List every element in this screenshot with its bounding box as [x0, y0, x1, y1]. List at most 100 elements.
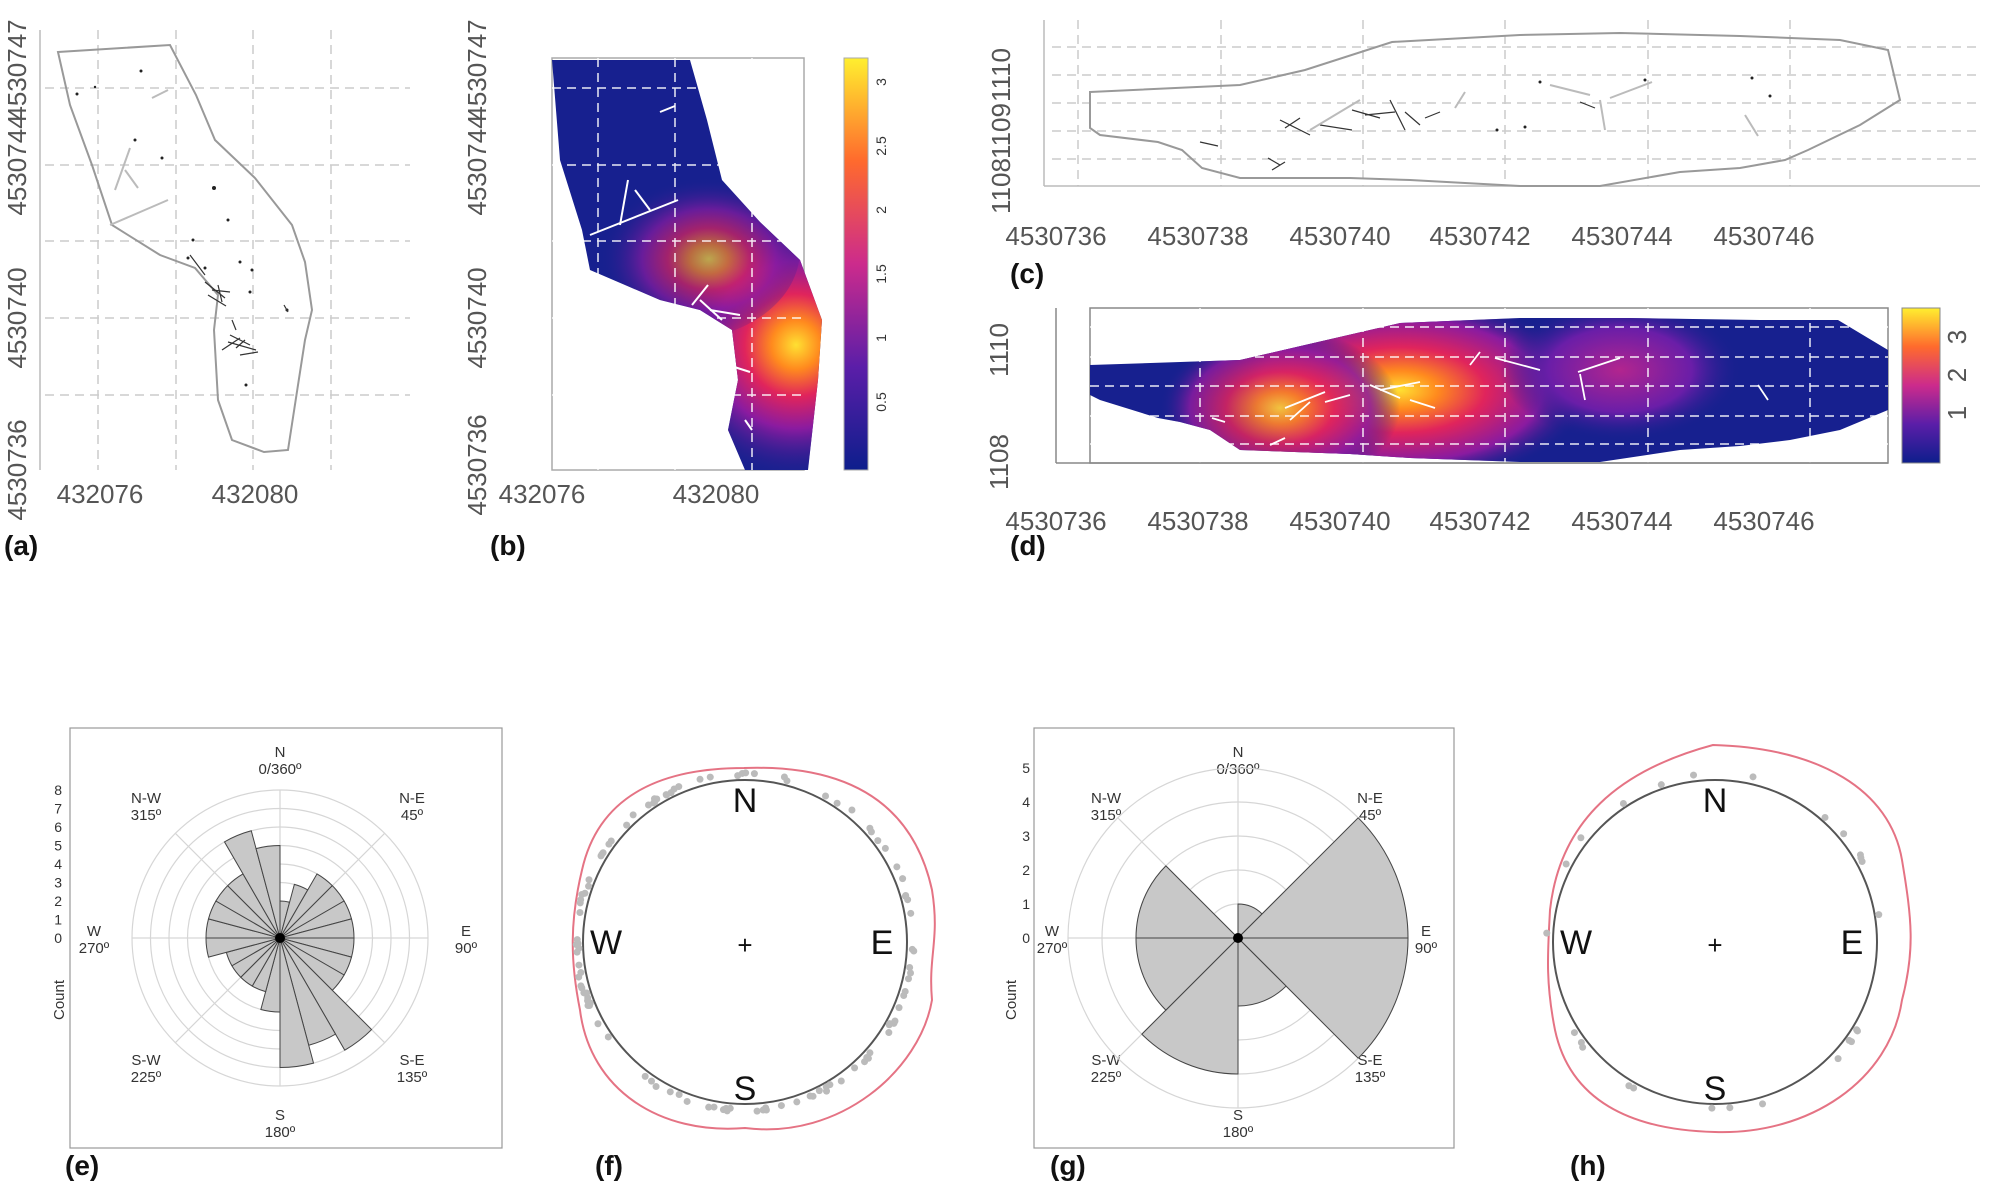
- c-xtick: 4530744: [1571, 221, 1672, 251]
- g-rose-petal: [1236, 937, 1409, 1059]
- g-rose-center: [1233, 933, 1243, 943]
- f-obs-dot: [907, 969, 915, 977]
- g-dir-n: N: [1233, 744, 1244, 761]
- h-obs-dot: [1625, 1082, 1633, 1090]
- f-obs-dot: [753, 1107, 761, 1115]
- f-obs-dot: [848, 806, 856, 814]
- f-obs-dot: [577, 982, 585, 990]
- f-obs-dot: [837, 1077, 845, 1085]
- b-ytick: 4530740: [462, 267, 492, 368]
- f-obs-dot: [644, 801, 652, 809]
- e-radial-tick: 0: [54, 930, 62, 946]
- panel-label-a: (a): [4, 530, 39, 561]
- f-obs-dot: [578, 891, 586, 899]
- g-radial-tick: 1: [1022, 896, 1030, 912]
- e-radial-tick: 5: [54, 838, 62, 854]
- b-ytick: 4530744: [462, 114, 492, 215]
- g-dir-e: E: [1421, 923, 1431, 940]
- h-obs-dot: [1875, 911, 1883, 919]
- h-west: W: [1560, 924, 1592, 962]
- panel-e: N 0/360º N-E 45º E 90º S-E 135º S 180º S…: [0, 710, 520, 1198]
- f-obs-dot: [793, 1098, 801, 1106]
- f-obs-dot: [906, 963, 914, 971]
- b-cbar-tick: 2.5: [873, 136, 889, 156]
- a-xtick: 432080: [212, 479, 299, 509]
- b-cbar-tick: 3: [873, 78, 889, 86]
- panel-d: 1 2 3 1108 1110 4530736 4530738 4530740 …: [980, 290, 1993, 600]
- f-obs-dot: [604, 1033, 612, 1041]
- panel-label-e: (e): [65, 1150, 100, 1181]
- f-obs-dot: [893, 863, 901, 871]
- e-dir-ne: N-E: [399, 790, 425, 807]
- g-rose-petal: [1141, 936, 1239, 1075]
- f-east: E: [871, 924, 894, 962]
- b-xtick: 432076: [499, 479, 586, 509]
- a-ytick: 4530747: [2, 19, 32, 120]
- f-obs-dot: [623, 821, 631, 829]
- f-obs-dot: [881, 844, 889, 852]
- e-radial-tick: 6: [54, 819, 62, 835]
- f-obs-dot: [815, 1087, 823, 1095]
- h-obs-dot: [1577, 834, 1585, 842]
- f-west: W: [590, 924, 622, 962]
- f-obs-dot: [666, 1088, 674, 1096]
- a-xtick: 432076: [57, 479, 144, 509]
- c-xtick: 4530736: [1005, 221, 1106, 251]
- compass-f: N E S W +: [571, 766, 936, 1131]
- d-cbar-tick: 1: [1942, 406, 1972, 420]
- f-obs-dot: [891, 1017, 899, 1025]
- map-c: 1108 1109 1110 4530736 4530738 4530740 4…: [986, 20, 1980, 251]
- g-dir-sw: S-W: [1091, 1052, 1121, 1069]
- g-radial-tick: 2: [1022, 862, 1030, 878]
- f-obs-dot: [629, 811, 637, 819]
- h-obs-dot: [1657, 781, 1665, 789]
- e-deg-nw: 315º: [131, 807, 162, 824]
- f-obs-dot: [675, 783, 683, 791]
- b-ytick: 4530736: [462, 414, 492, 515]
- rose-chart-g: N 0/360º N-E 45º E 90º S-E 135º S 180º S…: [1003, 727, 1455, 1149]
- e-deg-sw: 225º: [131, 1069, 162, 1086]
- g-deg-ne: 45º: [1359, 807, 1382, 824]
- f-obs-dot: [899, 875, 907, 883]
- f-obs-dot: [641, 1072, 649, 1080]
- e-dir-se: S-E: [399, 1052, 424, 1069]
- f-obs-dot: [683, 1097, 691, 1105]
- g-radial-tick: 4: [1022, 794, 1030, 810]
- h-obs-dot: [1726, 1104, 1734, 1112]
- panel-label-c: (c): [1010, 258, 1045, 289]
- h-obs-dot: [1840, 830, 1848, 838]
- e-radial-tick: 2: [54, 893, 62, 909]
- h-obs-dot: [1562, 860, 1570, 868]
- e-deg-s: 180º: [265, 1124, 296, 1141]
- f-obs-dot: [826, 1081, 834, 1089]
- f-obs-dot: [575, 973, 583, 981]
- rose-chart-e: N 0/360º N-E 45º E 90º S-E 135º S 180º S…: [51, 727, 503, 1149]
- panel-label-b: (b): [490, 530, 526, 561]
- f-obs-dot: [750, 770, 758, 778]
- f-obs-dot: [742, 769, 750, 777]
- f-obs-dot: [598, 850, 606, 858]
- f-obs-dot: [647, 1077, 655, 1085]
- panel-label-d: (d): [1010, 530, 1046, 561]
- f-obs-dot: [833, 799, 841, 807]
- g-radial-tick: 5: [1022, 760, 1030, 776]
- b-ytick: 4530747: [462, 19, 492, 120]
- g-radial-tick: 0: [1022, 930, 1030, 946]
- g-deg-s: 180º: [1223, 1124, 1254, 1141]
- h-obs-dot: [1821, 813, 1829, 821]
- f-obs-dot: [575, 961, 583, 969]
- f-obs-dot: [885, 1029, 893, 1037]
- e-deg-ne: 45º: [401, 807, 424, 824]
- panel-label-f: (f): [595, 1150, 623, 1181]
- e-dir-e: E: [461, 923, 471, 940]
- e-deg-n: 0/360º: [258, 761, 302, 778]
- panel-c: 1108 1109 1110 4530736 4530738 4530740 4…: [980, 0, 1993, 290]
- f-obs-dot: [851, 1064, 859, 1072]
- e-radial-tick: 1: [54, 912, 62, 928]
- e-deg-se: 135º: [397, 1069, 428, 1086]
- d-xtick: 4530744: [1571, 506, 1672, 536]
- e-deg-e: 90º: [455, 940, 478, 957]
- d-cbar-tick: 3: [1942, 330, 1972, 344]
- g-deg-e: 90º: [1415, 940, 1438, 957]
- f-obs-dot: [706, 773, 714, 781]
